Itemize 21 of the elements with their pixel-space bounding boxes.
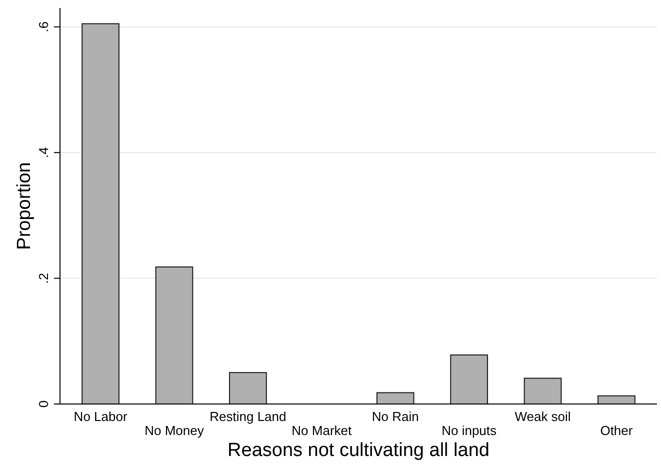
bar	[155, 266, 194, 404]
x-tick-label: No Rain	[372, 409, 419, 424]
x-axis-title: Reasons not cultivating all land	[228, 440, 490, 461]
y-tick-label: .2	[36, 272, 51, 284]
x-tick-label: Other	[600, 423, 634, 438]
x-tick-label: No inputs	[442, 423, 498, 438]
x-tick-label: Weak soil	[514, 409, 571, 424]
y-tick-label: .4	[36, 147, 51, 158]
bar	[524, 378, 562, 404]
bar	[229, 372, 267, 404]
bar	[376, 392, 414, 404]
bar	[598, 395, 636, 404]
x-tick-label: No Money	[144, 423, 204, 438]
y-tick-label: .6	[36, 21, 51, 32]
x-tick-label: No Labor	[74, 409, 128, 424]
y-axis-title: Proportion	[14, 162, 35, 250]
y-tick-label: 0	[36, 400, 51, 408]
x-tick-label: No Market	[292, 423, 352, 438]
x-tick-label: Resting Land	[210, 409, 286, 424]
bar	[82, 23, 120, 404]
bar	[450, 354, 488, 404]
